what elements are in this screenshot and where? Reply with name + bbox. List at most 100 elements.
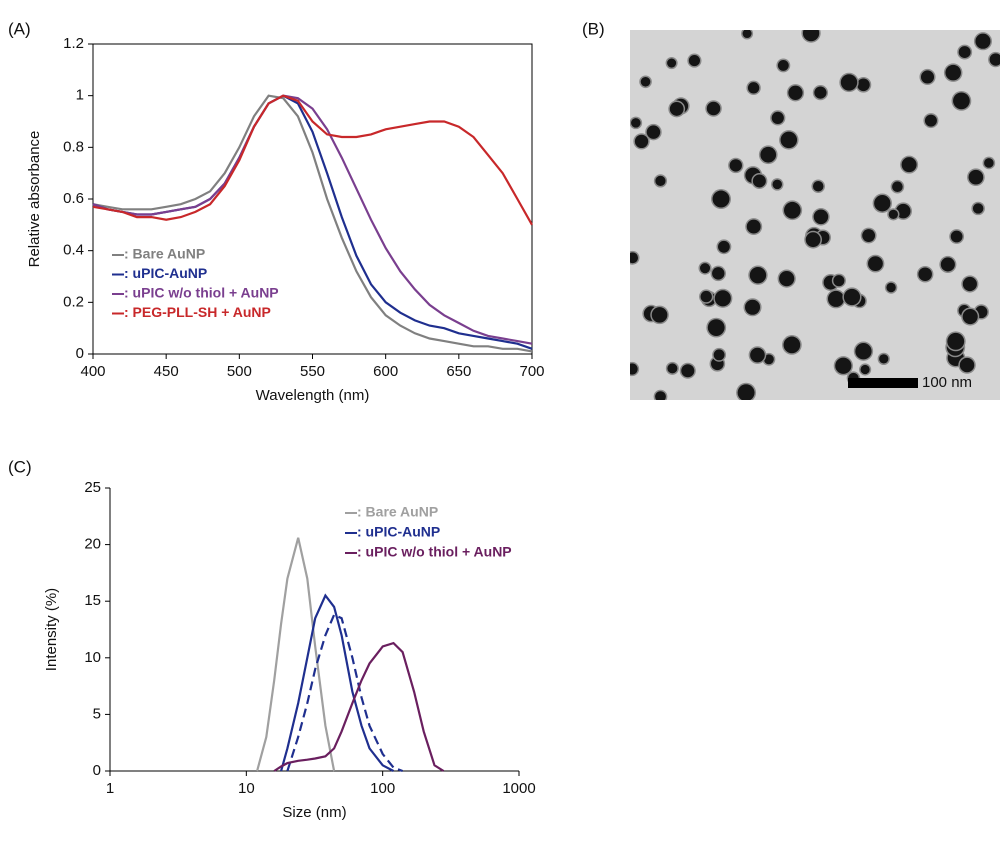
nanoparticle-core <box>972 203 984 214</box>
nanoparticle-core <box>968 169 984 185</box>
nanoparticle-core <box>886 282 896 293</box>
nanoparticle-core <box>947 332 965 350</box>
nanoparticle-core <box>669 101 684 116</box>
nanoparticle-core <box>752 174 766 188</box>
nanoparticle-core <box>840 74 858 91</box>
nanoparticle-core <box>772 179 783 190</box>
nanoparticle-core <box>862 229 876 242</box>
series-line <box>256 537 336 772</box>
legend-label: : uPIC w/o thiol + AuNP <box>124 285 279 301</box>
nanoparticle-core <box>945 64 961 81</box>
y-axis-label: Intensity (%) <box>43 588 60 671</box>
nanoparticle-core <box>750 347 765 363</box>
series-line <box>92 94 533 345</box>
nanoparticle-core <box>746 219 761 234</box>
x-tick-label: 1 <box>106 780 114 797</box>
x-tick-label: 600 <box>373 363 398 380</box>
legend-label: : uPIC-AuNP <box>357 524 440 540</box>
y-tick-label: 25 <box>84 479 101 496</box>
nanoparticle-core <box>655 175 666 187</box>
y-axis-label: Relative absorbance <box>26 131 43 268</box>
y-tick-label: 1.2 <box>63 35 84 52</box>
nanoparticle-core <box>760 146 777 163</box>
x-tick-label: 450 <box>154 363 179 380</box>
x-tick-label: 400 <box>80 363 105 380</box>
series-line <box>280 593 395 772</box>
nanoparticle-core <box>812 180 824 192</box>
nanoparticle-core <box>737 384 755 400</box>
nanoparticle-core <box>714 290 731 307</box>
nanoparticle-core <box>802 30 820 42</box>
nanoparticle-core <box>888 209 898 219</box>
nanoparticle-core <box>745 299 761 315</box>
nanoparticle-core <box>924 114 937 127</box>
nanoparticle-core <box>835 357 852 374</box>
x-tick-label: 100 <box>370 780 395 797</box>
nanoparticle-core <box>706 101 721 116</box>
y-tick-label: 0.8 <box>63 138 84 155</box>
nanoparticle-core <box>984 158 994 168</box>
legend-label: : PEG-PLL-SH + AuNP <box>124 304 271 320</box>
nanoparticle-core <box>788 85 803 100</box>
nanoparticle-core <box>959 357 975 373</box>
nanoparticle-core <box>843 288 861 306</box>
y-tick-label: 1 <box>76 87 84 104</box>
nanoparticle-core <box>874 195 891 212</box>
legend-label: : uPIC-AuNP <box>124 265 207 281</box>
nanoparticle-core <box>813 209 829 225</box>
nanoparticle-core <box>631 118 641 128</box>
y-tick-label: 0 <box>93 762 101 779</box>
nanoparticle-core <box>749 266 767 284</box>
nanoparticle-core <box>667 363 678 374</box>
series-line <box>286 613 403 773</box>
nanoparticle-core <box>779 270 795 287</box>
nanoparticle-core <box>868 256 883 272</box>
legend-label: : uPIC w/o thiol + AuNP <box>357 544 512 560</box>
nanoparticle-core <box>712 190 730 208</box>
nanoparticle-core <box>681 364 695 378</box>
panel-label: (C) <box>8 457 32 476</box>
nanoparticle-core <box>940 257 955 272</box>
nanoparticle-core <box>855 343 872 360</box>
nanoparticle-core <box>712 267 725 280</box>
nanoparticle-core <box>729 159 742 172</box>
scale-bar-label: 100 nm <box>922 374 972 391</box>
x-tick-label: 650 <box>446 363 471 380</box>
nanoparticle-core <box>783 336 801 354</box>
x-tick-label: 700 <box>519 363 544 380</box>
y-tick-label: 0 <box>76 345 84 362</box>
nanoparticle-core <box>747 82 760 94</box>
nanoparticle-core <box>688 54 701 67</box>
nanoparticle-core <box>707 319 725 336</box>
nanoparticle-core <box>857 78 870 92</box>
nanoparticle-core <box>950 230 963 243</box>
scale-bar <box>848 378 918 388</box>
x-axis-label: Size (nm) <box>282 804 346 821</box>
nanoparticle-core <box>953 92 970 110</box>
panel-label: (A) <box>8 19 31 38</box>
legend-label: : Bare AuNP <box>124 246 205 262</box>
nanoparticle-core <box>989 53 1000 66</box>
nanoparticle-core <box>780 131 798 149</box>
nanoparticle-core <box>634 134 649 149</box>
nanoparticle-core <box>962 276 977 292</box>
y-tick-label: 5 <box>93 705 101 722</box>
nanoparticle-core <box>920 70 935 84</box>
x-axis-label: Wavelength (nm) <box>256 387 370 404</box>
series-line <box>92 94 533 226</box>
nanoparticle-core <box>958 46 971 59</box>
x-tick-label: 500 <box>227 363 252 380</box>
nanoparticle-core <box>777 59 789 71</box>
nanoparticle-core <box>630 252 639 264</box>
x-tick-label: 10 <box>238 780 255 797</box>
y-tick-label: 15 <box>84 592 101 609</box>
series-line <box>273 641 445 772</box>
panel-label: (B) <box>582 19 605 38</box>
nanoparticle-core <box>640 76 651 87</box>
y-tick-label: 10 <box>84 649 101 666</box>
nanoparticle-core <box>860 364 870 375</box>
x-tick-label: 1000 <box>502 780 535 797</box>
nanoparticle-core <box>651 307 668 323</box>
series-line <box>92 94 533 353</box>
